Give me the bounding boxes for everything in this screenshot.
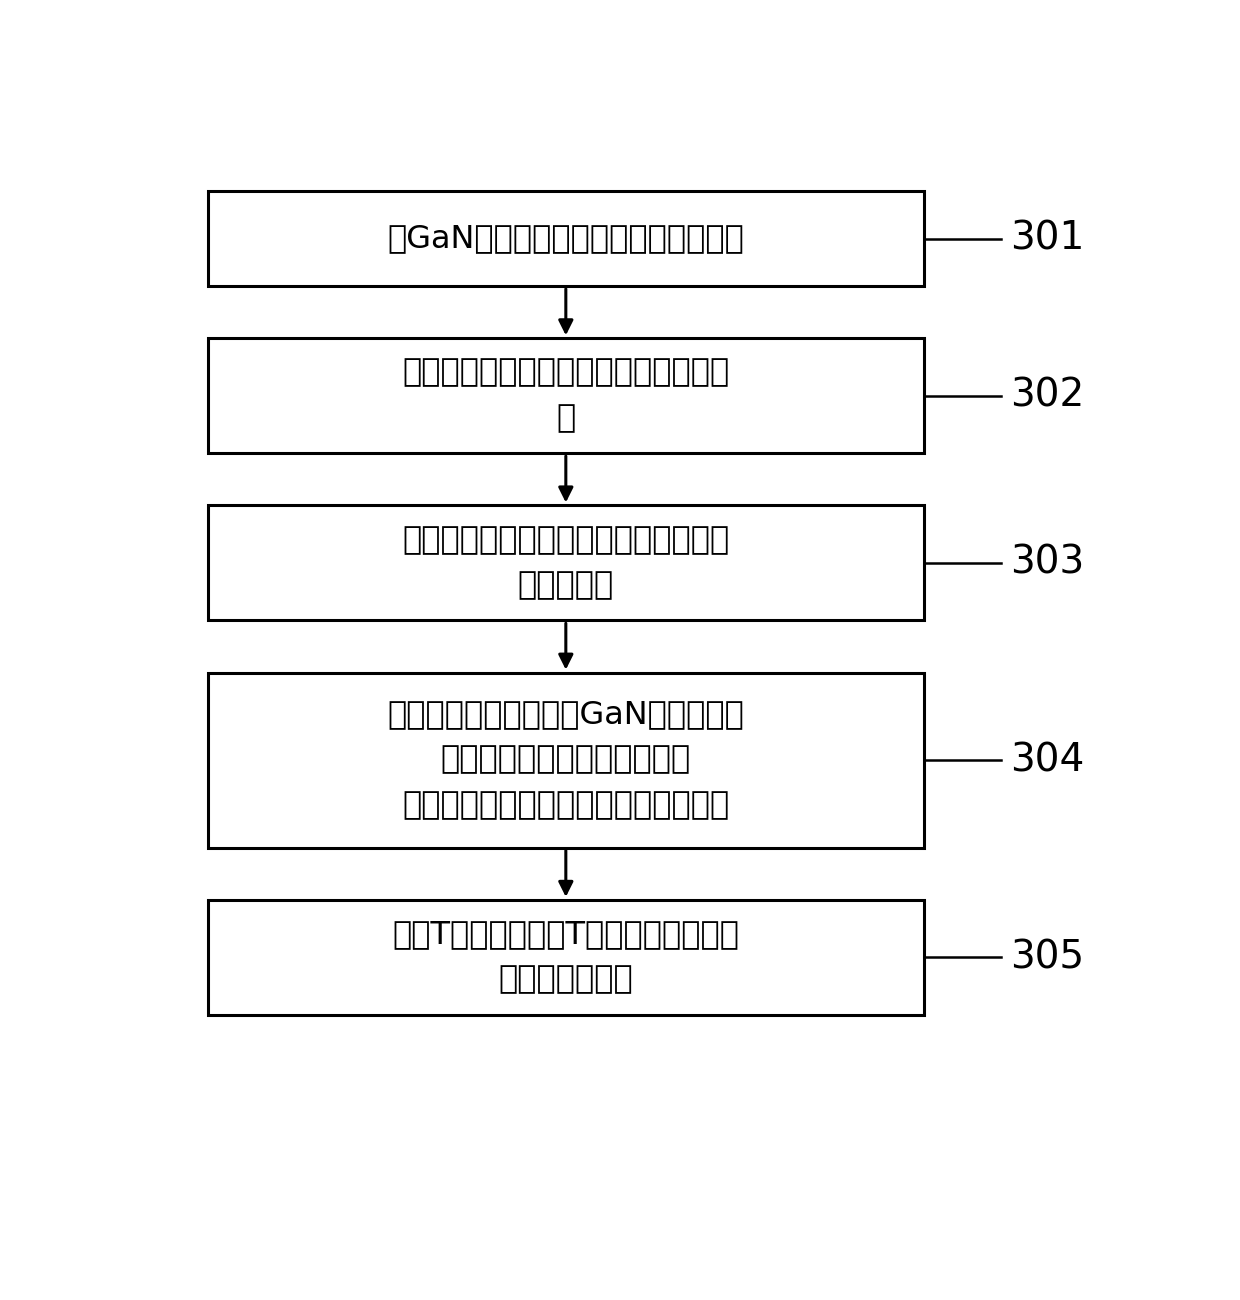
Text: 制备T型栅极；所述T型栅极覆盖所述凹
槽以及所述鳍片: 制备T型栅极；所述T型栅极覆盖所述凹 槽以及所述鳍片 (392, 919, 739, 996)
Bar (208, 338, 924, 454)
Bar (208, 191, 924, 286)
Text: 按照预设形状，在所述GaN基异质结层
的势垒层上光刻、刻蚀形成多
个凹槽，在相邻所述凹槽之间形成鳍片: 按照预设形状，在所述GaN基异质结层 的势垒层上光刻、刻蚀形成多 个凹槽，在相邻… (387, 699, 744, 822)
Text: 303: 303 (1011, 543, 1085, 582)
Text: 在源极和漏极之间的势垒层上制备钝化
层: 在源极和漏极之间的势垒层上制备钝化 层 (402, 358, 729, 434)
Text: 305: 305 (1011, 939, 1085, 976)
Bar (208, 672, 924, 848)
Text: 刻蚀所述钝化层，使得所述钝化层上形
成矩形开口: 刻蚀所述钝化层，使得所述钝化层上形 成矩形开口 (402, 525, 729, 601)
Text: 304: 304 (1011, 741, 1085, 779)
Text: 302: 302 (1011, 377, 1085, 415)
Bar (208, 900, 924, 1015)
Bar (208, 506, 924, 620)
Text: 301: 301 (1011, 220, 1085, 257)
Text: 在GaN异质结材料表面制备源级和漏极: 在GaN异质结材料表面制备源级和漏极 (387, 224, 744, 254)
